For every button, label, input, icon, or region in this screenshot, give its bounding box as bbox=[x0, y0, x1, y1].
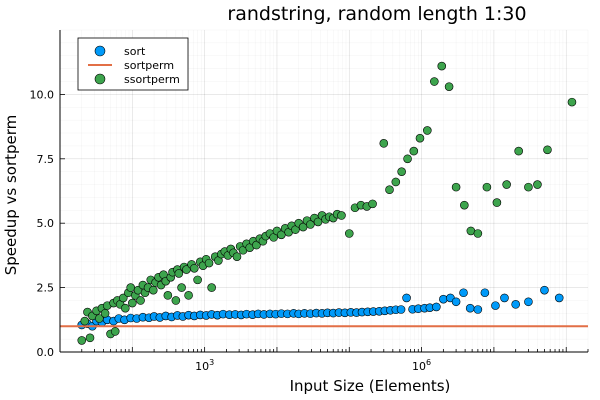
data-point-ssortperm bbox=[482, 182, 492, 192]
data-point-ssortperm bbox=[415, 133, 425, 143]
axes bbox=[59, 30, 589, 353]
data-point-ssortperm bbox=[174, 269, 184, 278]
y-tick-label: 0.0 bbox=[37, 346, 55, 359]
data-point-ssortperm bbox=[184, 291, 193, 300]
data-point-ssortperm bbox=[444, 82, 454, 91]
data-point-ssortperm bbox=[460, 200, 469, 210]
x-axis-title: Input Size (Elements) bbox=[290, 377, 451, 395]
data-point-sort bbox=[439, 294, 448, 304]
series-layer bbox=[60, 61, 588, 345]
data-point-ssortperm bbox=[502, 180, 511, 189]
data-point-sort bbox=[459, 288, 468, 298]
data-point-ssortperm bbox=[128, 298, 137, 308]
data-point-ssortperm bbox=[397, 167, 406, 176]
data-point-ssortperm bbox=[136, 296, 145, 305]
data-point-ssortperm bbox=[163, 291, 173, 300]
data-point-ssortperm bbox=[85, 333, 95, 343]
legend-label-sort: sort bbox=[124, 45, 146, 58]
data-point-ssortperm bbox=[533, 180, 542, 189]
data-point-ssortperm bbox=[430, 77, 439, 86]
x-tick-label: 106 bbox=[412, 358, 431, 373]
series-ssortperm bbox=[77, 61, 577, 345]
data-point-ssortperm bbox=[385, 185, 394, 195]
data-point-ssortperm bbox=[207, 283, 216, 292]
tick-labels: 103 106 0.0 2.5 5.0 7.5 10.0 bbox=[30, 88, 432, 373]
y-axis-title: Speedup vs sortperm bbox=[2, 115, 20, 276]
data-point-ssortperm bbox=[403, 154, 412, 164]
data-point-ssortperm bbox=[514, 146, 523, 156]
data-point-sort bbox=[451, 297, 461, 307]
data-point-ssortperm bbox=[204, 258, 214, 268]
legend-label-ssortperm: ssortperm bbox=[124, 73, 180, 86]
data-point-sort bbox=[432, 302, 441, 312]
x-tick-label: 103 bbox=[195, 358, 214, 373]
data-point-ssortperm bbox=[118, 293, 128, 303]
legend-marker-sort bbox=[94, 45, 106, 57]
data-point-ssortperm bbox=[177, 283, 186, 292]
data-point-sort bbox=[554, 293, 564, 303]
data-point-ssortperm bbox=[95, 314, 104, 323]
data-point-ssortperm bbox=[543, 145, 552, 155]
data-point-ssortperm bbox=[190, 263, 199, 273]
data-point-ssortperm bbox=[77, 336, 87, 345]
data-point-ssortperm bbox=[126, 283, 136, 292]
data-point-ssortperm bbox=[80, 316, 90, 326]
data-point-ssortperm bbox=[193, 275, 202, 285]
legend-label-sortperm: sortperm bbox=[124, 59, 174, 72]
data-point-sort bbox=[524, 297, 533, 307]
data-point-sort bbox=[396, 305, 406, 314]
data-point-ssortperm bbox=[148, 285, 158, 295]
data-point-sort bbox=[473, 305, 483, 314]
data-point-ssortperm bbox=[391, 177, 401, 187]
data-point-ssortperm bbox=[313, 217, 323, 227]
data-point-sort bbox=[540, 285, 549, 295]
data-point-ssortperm bbox=[232, 252, 242, 261]
data-point-ssortperm bbox=[567, 97, 577, 107]
y-tick-label: 7.5 bbox=[37, 153, 55, 166]
data-point-sort bbox=[500, 293, 509, 303]
y-tick-label: 10.0 bbox=[30, 88, 55, 101]
data-point-ssortperm bbox=[524, 182, 533, 192]
legend: sort sortperm ssortperm bbox=[77, 37, 189, 91]
data-point-ssortperm bbox=[344, 229, 354, 238]
data-point-ssortperm bbox=[437, 61, 447, 71]
data-point-ssortperm bbox=[110, 327, 120, 336]
data-point-ssortperm bbox=[121, 303, 130, 313]
chart-title: randstring, random length 1:30 bbox=[227, 3, 526, 25]
data-point-sort bbox=[402, 293, 411, 303]
y-tick-label: 2.5 bbox=[37, 282, 55, 295]
data-point-ssortperm bbox=[423, 126, 432, 135]
data-point-ssortperm bbox=[379, 139, 389, 148]
data-point-sort bbox=[511, 300, 520, 309]
data-point-ssortperm bbox=[492, 198, 502, 207]
data-point-ssortperm bbox=[451, 182, 461, 192]
data-point-ssortperm bbox=[409, 146, 419, 156]
data-point-ssortperm bbox=[100, 309, 110, 318]
data-point-ssortperm bbox=[306, 220, 315, 229]
data-point-sort bbox=[465, 303, 475, 313]
data-point-ssortperm bbox=[368, 199, 377, 209]
data-point-sort bbox=[491, 301, 500, 310]
data-point-sort bbox=[480, 288, 490, 298]
y-tick-label: 5.0 bbox=[37, 217, 55, 230]
data-point-ssortperm bbox=[473, 229, 483, 238]
data-point-ssortperm bbox=[337, 211, 346, 220]
data-point-ssortperm bbox=[171, 296, 181, 305]
legend-marker-ssortperm bbox=[94, 73, 106, 85]
